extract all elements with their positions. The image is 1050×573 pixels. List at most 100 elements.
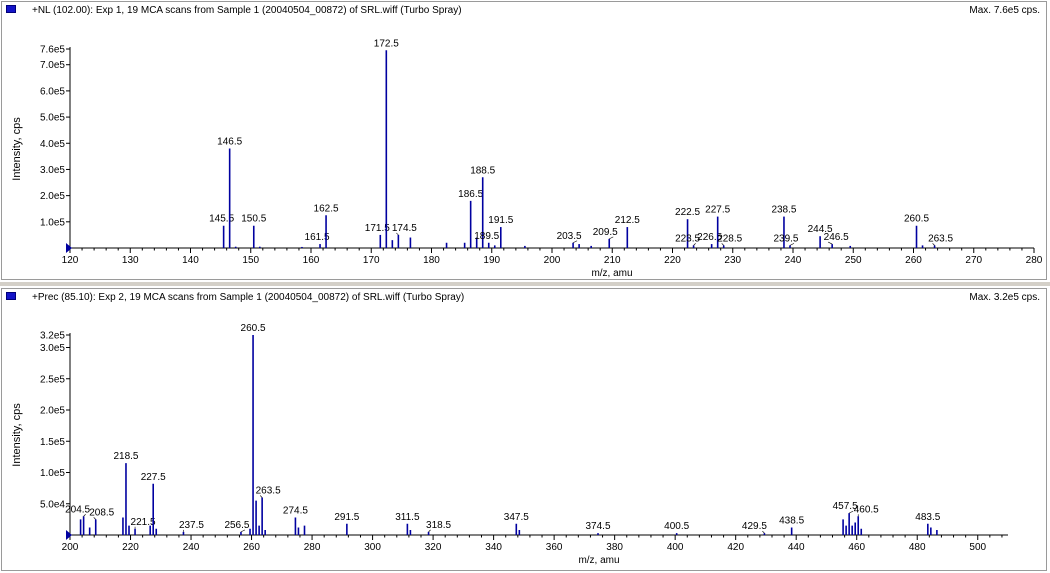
pane-title: +NL (102.00): Exp 1, 19 MCA scans from S… bbox=[32, 5, 462, 16]
peak-label: 438.5 bbox=[779, 516, 804, 527]
peak-label: 172.5 bbox=[374, 38, 399, 49]
pane-header: +NL (102.00): Exp 1, 19 MCA scans from S… bbox=[2, 2, 1046, 18]
x-tick-label: 380 bbox=[606, 542, 623, 553]
y-tick-label: 7.0e5 bbox=[40, 60, 65, 71]
peak-label: 347.5 bbox=[504, 512, 529, 523]
peak-label: 483.5 bbox=[915, 512, 940, 523]
y-axis-label: Intensity, cps bbox=[11, 117, 23, 181]
peak-label: 227.5 bbox=[141, 472, 166, 483]
x-tick-label: 480 bbox=[909, 542, 926, 553]
y-tick-label: 2.0e5 bbox=[40, 191, 65, 202]
peak-label: 239.5 bbox=[773, 233, 798, 244]
peak-label: 291.5 bbox=[334, 512, 359, 523]
y-tick-label: 2.5e5 bbox=[40, 374, 65, 385]
y-tick-label: 6.0e5 bbox=[40, 86, 65, 97]
x-tick-label: 230 bbox=[724, 255, 741, 266]
x-tick-label: 440 bbox=[788, 542, 805, 553]
peak-label: 237.5 bbox=[179, 520, 204, 531]
y-tick-label: 1.0e5 bbox=[40, 217, 65, 228]
peak-label: 457.5 bbox=[833, 501, 858, 512]
peak-label: 212.5 bbox=[615, 215, 640, 226]
spectrum-chart-1[interactable]: 1.0e5 2.0e5 3.0e5 4.0e5 5.0e5 6.0e5 7.0e5 7.6e5… bbox=[2, 2, 1048, 281]
x-tick-label: 180 bbox=[423, 255, 440, 266]
peak-label: 188.5 bbox=[470, 165, 495, 176]
peak-label: 263.5 bbox=[928, 233, 953, 244]
peak-label: 400.5 bbox=[664, 521, 689, 532]
peak-label: 146.5 bbox=[217, 137, 242, 148]
peak-label-leader bbox=[762, 530, 765, 534]
y-tick-label: 3.2e5 bbox=[40, 331, 65, 342]
spectrum-pane-1: +NL (102.00): Exp 1, 19 MCA scans from S… bbox=[1, 1, 1047, 280]
x-tick-label: 500 bbox=[969, 542, 986, 553]
y-tick-label: 1.5e5 bbox=[40, 437, 65, 448]
peak-label: 246.5 bbox=[824, 232, 849, 243]
x-tick-label: 240 bbox=[183, 542, 200, 553]
y-tick-label: 1.0e5 bbox=[40, 468, 65, 479]
y-tick-label: 7.6e5 bbox=[40, 45, 65, 56]
x-tick-label: 250 bbox=[845, 255, 862, 266]
peak-label-leader bbox=[93, 517, 96, 520]
x-tick-label: 200 bbox=[544, 255, 561, 266]
peak-label-leader bbox=[83, 514, 86, 517]
x-tick-label: 170 bbox=[363, 255, 380, 266]
peak-label: 223.5 bbox=[675, 233, 700, 244]
peak-label: 226.5 bbox=[697, 232, 722, 243]
x-tick-label: 460 bbox=[848, 542, 865, 553]
y-tick-label: 5.0e4 bbox=[40, 499, 65, 510]
spectrum-marker-icon[interactable] bbox=[6, 292, 16, 300]
x-tick-label: 160 bbox=[303, 255, 320, 266]
peak-label-leader bbox=[572, 240, 578, 244]
y-tick-label: 2.0e5 bbox=[40, 406, 65, 417]
y-tick-label: 3.0e5 bbox=[40, 165, 65, 176]
peak-label: 191.5 bbox=[488, 215, 513, 226]
x-tick-label: 320 bbox=[425, 542, 442, 553]
x-tick-label: 270 bbox=[965, 255, 982, 266]
pane-title: +Prec (85.10): Exp 2, 19 MCA scans from … bbox=[32, 292, 465, 303]
x-tick-label: 190 bbox=[483, 255, 500, 266]
peak-label: 274.5 bbox=[283, 506, 308, 517]
x-tick-label: 280 bbox=[1026, 255, 1043, 266]
x-tick-label: 130 bbox=[122, 255, 139, 266]
x-tick-label: 240 bbox=[785, 255, 802, 266]
peak-label: 311.5 bbox=[395, 512, 420, 523]
peak-label-leader bbox=[396, 232, 399, 236]
peak-label: 209.5 bbox=[593, 227, 618, 238]
x-tick-label: 260 bbox=[905, 255, 922, 266]
x-tick-label: 400 bbox=[667, 542, 684, 553]
x-axis-label: m/z, amu bbox=[591, 268, 632, 279]
peak-label: 145.5 bbox=[209, 214, 234, 225]
peak-label: 460.5 bbox=[854, 504, 879, 515]
spectrum-pane-2: +Prec (85.10): Exp 2, 19 MCA scans from … bbox=[1, 288, 1047, 571]
peak-label-leader bbox=[721, 243, 724, 246]
x-tick-label: 220 bbox=[664, 255, 681, 266]
peak-label-leader bbox=[259, 495, 263, 498]
peak-label: 150.5 bbox=[241, 214, 266, 225]
peak-label: 221.5 bbox=[131, 517, 156, 528]
peak-label-leader bbox=[428, 529, 431, 533]
x-tick-label: 140 bbox=[182, 255, 199, 266]
x-tick-label: 210 bbox=[604, 255, 621, 266]
peak-label: 263.5 bbox=[256, 486, 281, 497]
peak-label: 374.5 bbox=[585, 521, 610, 532]
peak-label: 227.5 bbox=[705, 205, 730, 216]
peak-label: 218.5 bbox=[113, 451, 138, 462]
peak-label-leader bbox=[849, 510, 854, 514]
x-tick-label: 150 bbox=[242, 255, 259, 266]
peak-label: 162.5 bbox=[314, 203, 339, 214]
x-tick-label: 360 bbox=[546, 542, 563, 553]
pane-header: +Prec (85.10): Exp 2, 19 MCA scans from … bbox=[2, 289, 1046, 305]
peak-label: 256.5 bbox=[224, 520, 249, 531]
peak-label: 161.5 bbox=[305, 232, 330, 243]
peak-label-leader bbox=[609, 236, 614, 240]
y-axis-label: Intensity, cps bbox=[11, 403, 23, 467]
peak-label-leader bbox=[828, 241, 833, 245]
spectrum-marker-icon[interactable] bbox=[6, 5, 16, 13]
x-tick-label: 120 bbox=[62, 255, 79, 266]
peak-label-leader bbox=[932, 243, 935, 246]
x-tick-label: 340 bbox=[485, 542, 502, 553]
peak-label-leader bbox=[693, 243, 696, 246]
pane-splitter[interactable] bbox=[0, 282, 1050, 286]
x-tick-label: 260 bbox=[243, 542, 260, 553]
